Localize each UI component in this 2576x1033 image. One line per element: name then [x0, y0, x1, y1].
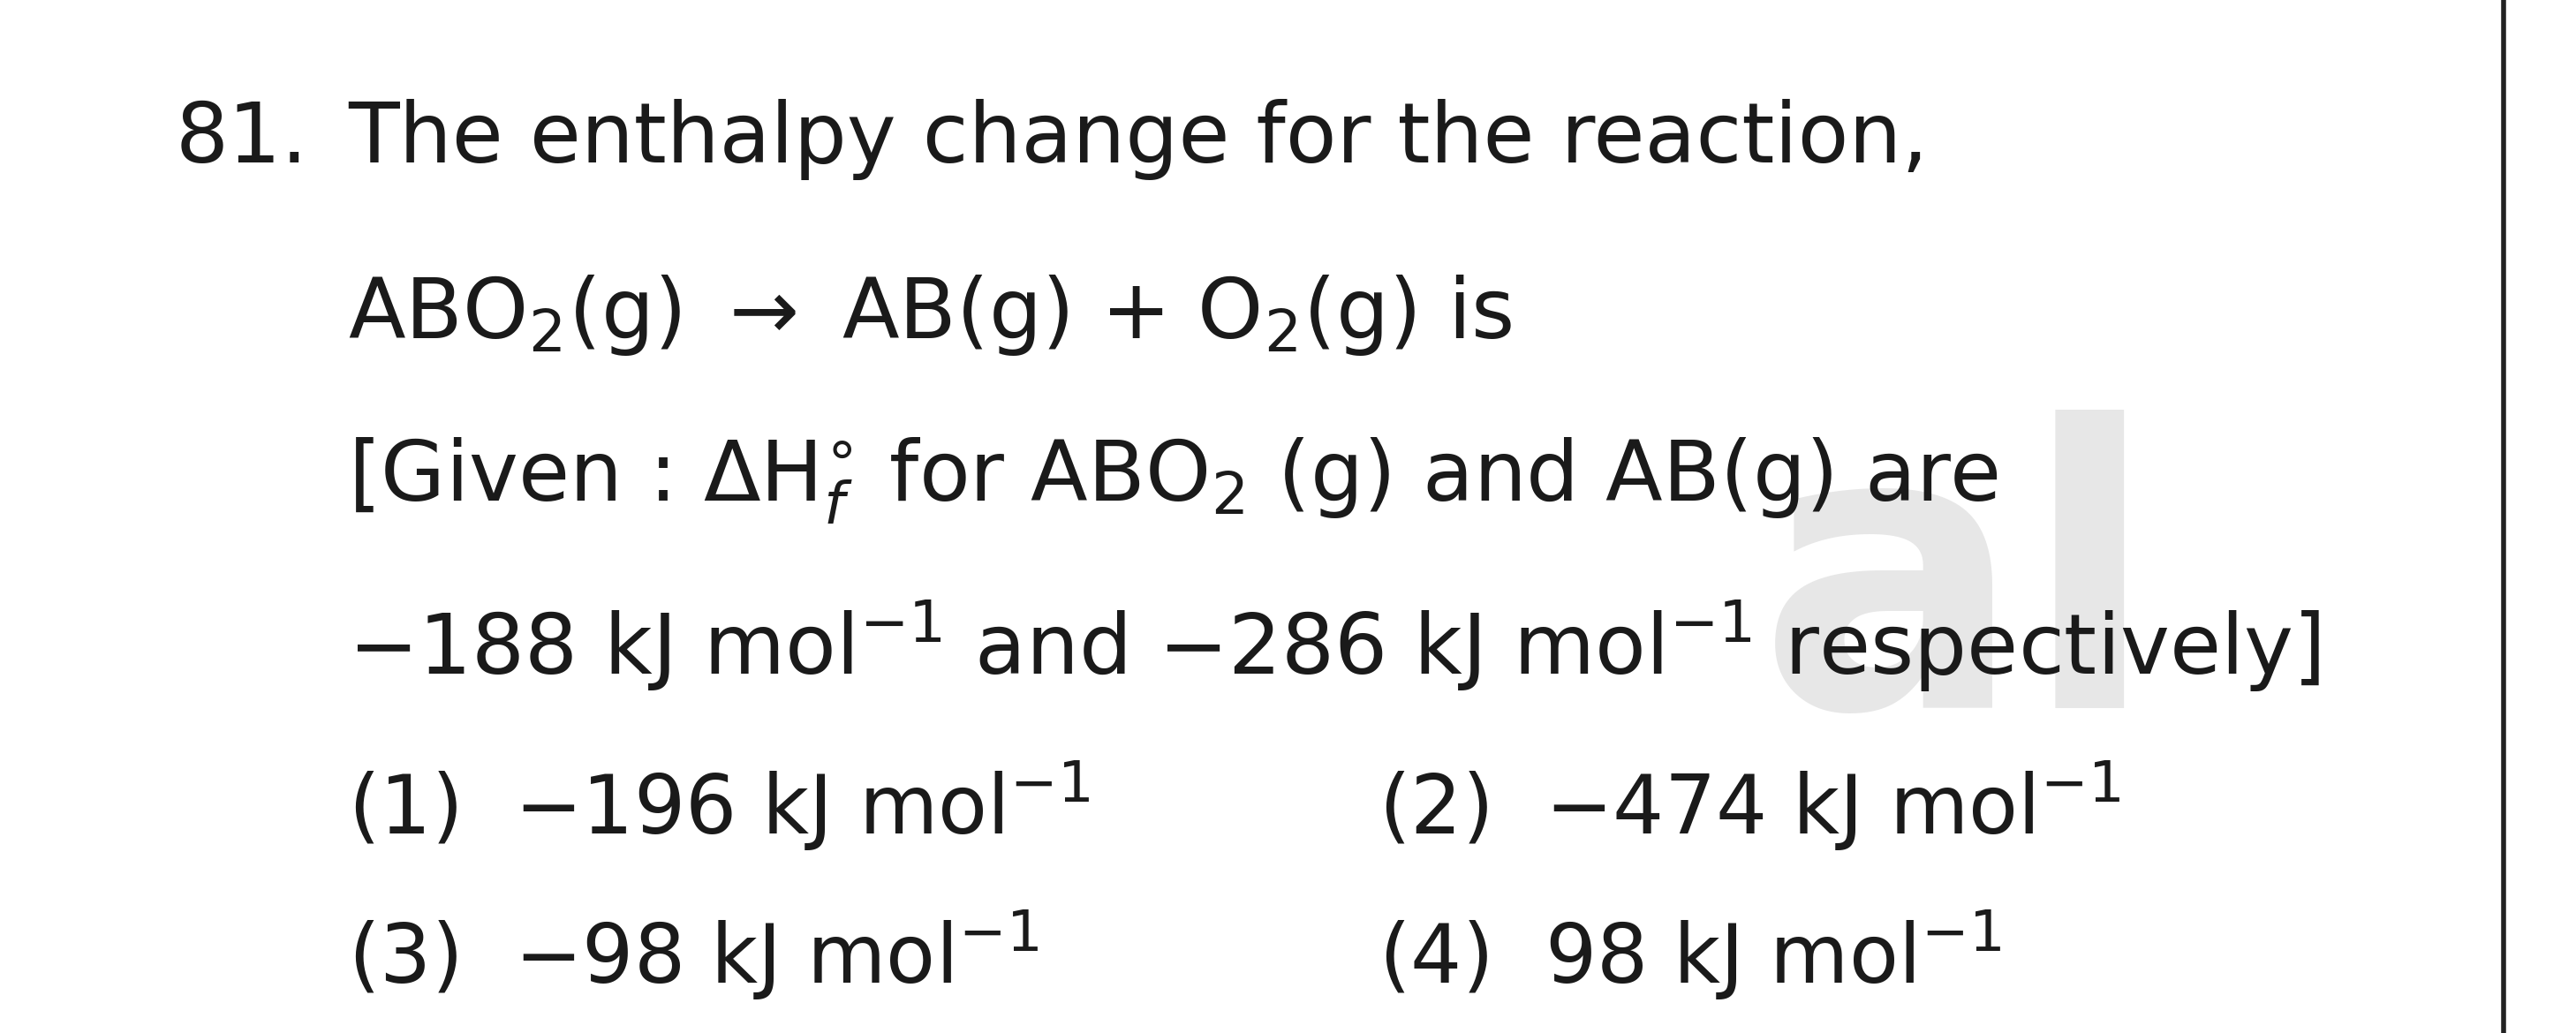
Text: ABO$_2$(g) $\rightarrow$ AB(g) + O$_2$(g) is: ABO$_2$(g) $\rightarrow$ AB(g) + O$_2$(g… — [348, 273, 1512, 357]
Text: (4)  98 kJ mol$^{-1}$: (4) 98 kJ mol$^{-1}$ — [1378, 909, 2002, 1002]
Text: al: al — [1757, 409, 2159, 789]
Text: (1)  $-$196 kJ mol$^{-1}$: (1) $-$196 kJ mol$^{-1}$ — [348, 759, 1090, 852]
Text: (2)  $-$474 kJ mol$^{-1}$: (2) $-$474 kJ mol$^{-1}$ — [1378, 759, 2120, 852]
Text: 81.: 81. — [175, 99, 309, 180]
Text: [Given : $\Delta$H$^{\circ}_{f}$ for ABO$_2$ (g) and AB(g) are: [Given : $\Delta$H$^{\circ}_{f}$ for ABO… — [348, 436, 1999, 525]
Text: The enthalpy change for the reaction,: The enthalpy change for the reaction, — [348, 99, 1927, 180]
Text: (3)  $-$98 kJ mol$^{-1}$: (3) $-$98 kJ mol$^{-1}$ — [348, 909, 1038, 1002]
Text: $-$188 kJ mol$^{-1}$ and $-$286 kJ mol$^{-1}$ respectively]: $-$188 kJ mol$^{-1}$ and $-$286 kJ mol$^… — [348, 598, 2321, 693]
